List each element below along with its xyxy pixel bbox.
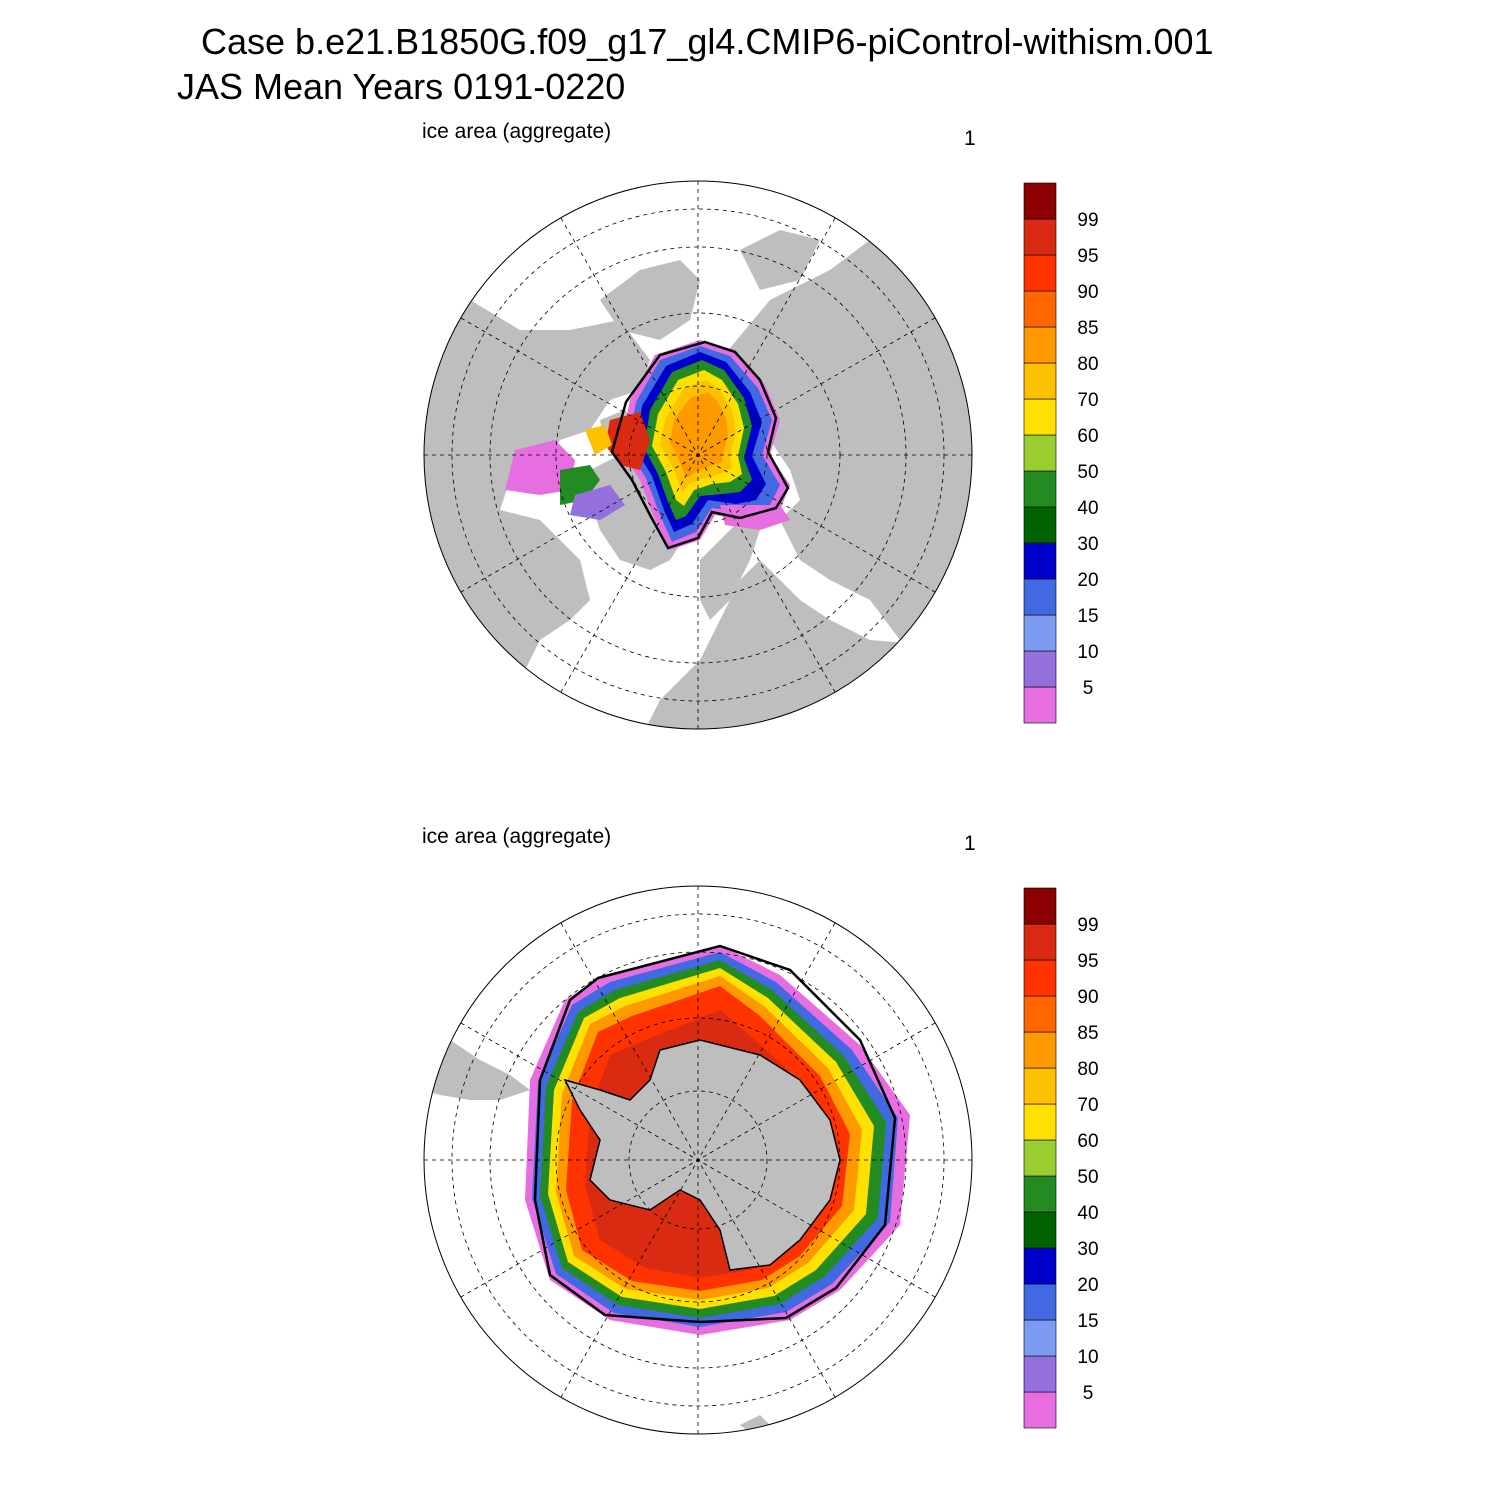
colorbar-swatch	[1023, 1067, 1057, 1105]
arctic-observed-contour	[610, 340, 790, 550]
colorbar-tick-label: 20	[1077, 1275, 1098, 1296]
colorbar-tick-label: 85	[1077, 318, 1098, 339]
colorbar-tick-label: 95	[1077, 246, 1098, 267]
colorbar-tick-label: 50	[1077, 1167, 1098, 1188]
colorbar-swatch	[1023, 578, 1057, 616]
colorbar-swatch	[1023, 923, 1057, 961]
colorbar-tick-label: 85	[1077, 1023, 1098, 1044]
colorbar-tick-label: 80	[1077, 1059, 1098, 1080]
colorbar-swatch	[1023, 182, 1057, 220]
colorbar-swatch	[1023, 686, 1057, 724]
colorbar-swatch	[1023, 362, 1057, 400]
antarctic-observed-contour	[533, 944, 897, 1324]
colorbar-swatch	[1023, 218, 1057, 256]
colorbar-tick-label: 99	[1077, 915, 1098, 936]
south-panel-title: ice area (aggregate)	[422, 825, 612, 848]
colorbar-swatch	[1023, 1283, 1057, 1321]
colorbar-swatch	[1023, 614, 1057, 652]
colorbar-swatch	[1023, 1031, 1057, 1069]
figure-title-line1: Case b.e21.B1850G.f09_g17_gl4.CMIP6-piCo…	[201, 21, 1214, 62]
antarctic-map-border	[423, 885, 973, 1435]
colorbar-swatch	[1023, 398, 1057, 436]
colorbar-tick-label: 5	[1083, 678, 1094, 699]
colorbar-swatch	[1023, 326, 1057, 364]
colorbar-swatch	[1023, 1247, 1057, 1285]
colorbar-swatch	[1023, 290, 1057, 328]
colorbar-swatch	[1023, 1355, 1057, 1393]
colorbar-tick-label: 40	[1077, 1203, 1098, 1224]
colorbar-swatch	[1023, 506, 1057, 544]
antarctic-graticule	[424, 886, 972, 1434]
colorbar-tick-label: 95	[1077, 951, 1098, 972]
colorbar-tick-label: 60	[1077, 426, 1098, 447]
colorbar-swatch	[1023, 434, 1057, 472]
colorbar-south: 5 10 15 20 30 40 50 60 70 80 85 90 95 99	[1023, 887, 1099, 1429]
colorbar-swatch	[1023, 995, 1057, 1033]
colorbar-tick-label: 70	[1077, 1095, 1098, 1116]
colorbar-swatch	[1023, 887, 1057, 925]
south-panel-number: 1	[964, 832, 976, 855]
colorbar-tick-label: 60	[1077, 1131, 1098, 1152]
arctic-map	[423, 180, 973, 730]
colorbar-tick-label: 5	[1083, 1383, 1094, 1404]
colorbar-tick-label: 50	[1077, 462, 1098, 483]
colorbar-tick-label: 15	[1077, 606, 1098, 627]
colorbar-swatch	[1023, 1139, 1057, 1177]
colorbar-tick-label: 10	[1077, 1347, 1098, 1368]
colorbar-tick-label: 10	[1077, 642, 1098, 663]
colorbar-tick-label: 90	[1077, 987, 1098, 1008]
colorbar-swatch	[1023, 254, 1057, 292]
colorbar-swatch	[1023, 650, 1057, 688]
colorbar-tick-label: 30	[1077, 534, 1098, 555]
arctic-graticule	[424, 181, 972, 729]
colorbar-swatch	[1023, 1175, 1057, 1213]
colorbar-swatch	[1023, 542, 1057, 580]
colorbar-tick-label: 70	[1077, 390, 1098, 411]
colorbar-swatch	[1023, 1319, 1057, 1357]
colorbar-tick-label: 99	[1077, 210, 1098, 231]
antarctic-map	[423, 885, 973, 1435]
arctic-map-border	[423, 180, 973, 730]
figure-title-line2: JAS Mean Years 0191-0220	[177, 66, 626, 107]
colorbar-tick-label: 15	[1077, 1311, 1098, 1332]
antarctica-continent	[563, 1039, 841, 1271]
colorbar-swatch	[1023, 959, 1057, 997]
north-panel-title: ice area (aggregate)	[422, 120, 612, 143]
colorbar-tick-label: 80	[1077, 354, 1098, 375]
colorbar-north: 5 10 15 20 30 40 50 60 70 80 85 90 95 99	[1023, 182, 1099, 724]
colorbar-tick-label: 20	[1077, 570, 1098, 591]
arctic-land	[424, 230, 972, 729]
colorbar-swatch	[1023, 470, 1057, 508]
colorbar-swatch	[1023, 1391, 1057, 1429]
colorbar-tick-label: 90	[1077, 282, 1098, 303]
colorbar-swatch	[1023, 1103, 1057, 1141]
colorbar-tick-label: 40	[1077, 498, 1098, 519]
colorbar-swatch	[1023, 1211, 1057, 1249]
colorbar-tick-label: 30	[1077, 1239, 1098, 1260]
north-panel-number: 1	[964, 127, 976, 150]
